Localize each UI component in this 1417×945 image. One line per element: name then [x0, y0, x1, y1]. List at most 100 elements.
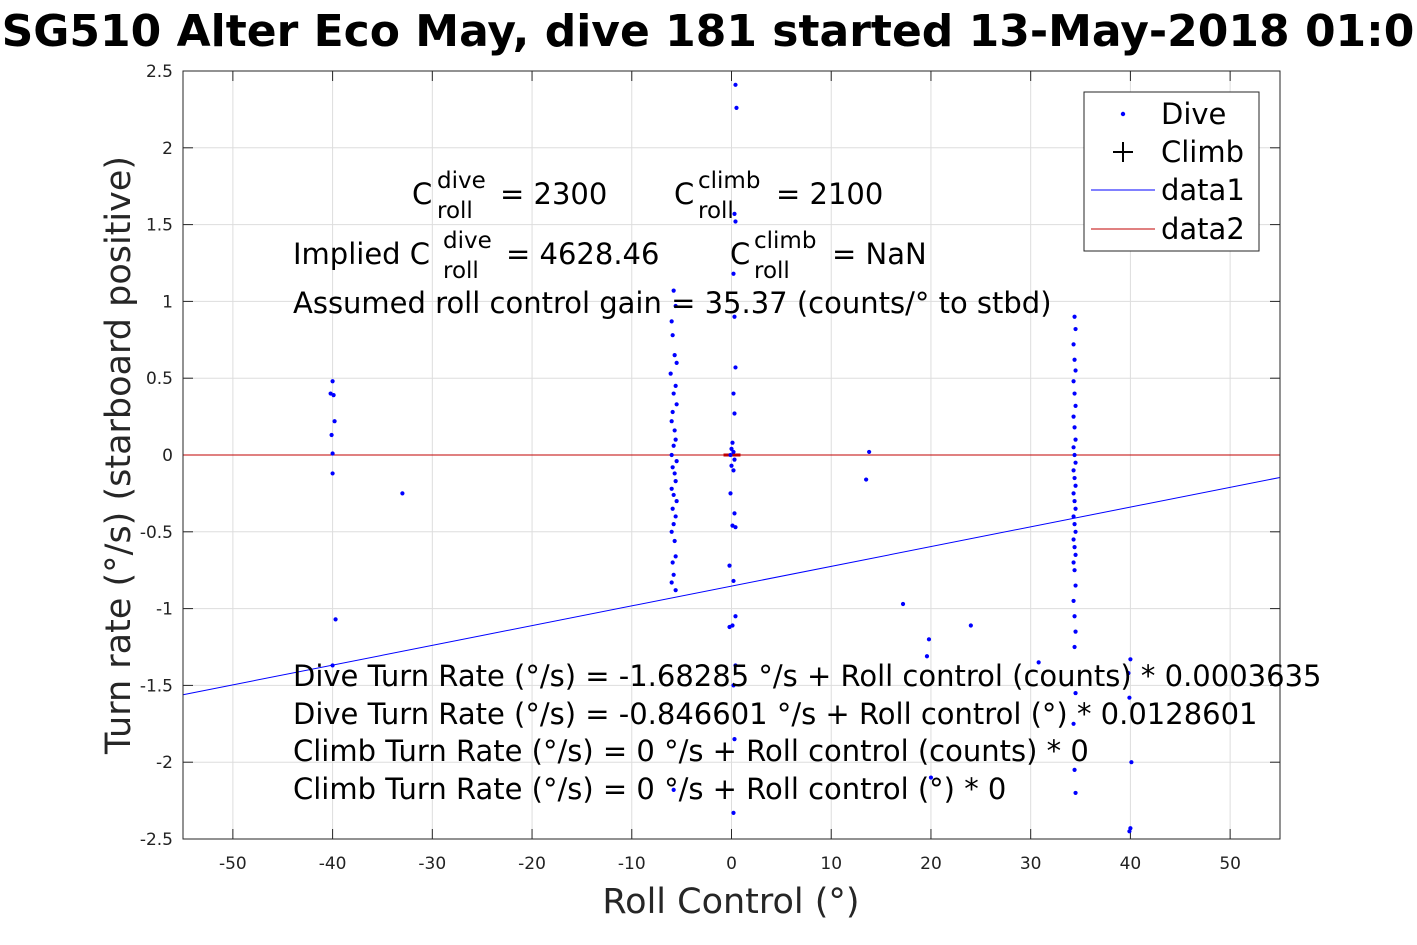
- c-roll-dive-base: C: [412, 177, 432, 211]
- data-point: [732, 411, 737, 416]
- data-point: [731, 271, 736, 276]
- data-point: [1072, 314, 1077, 319]
- legend-climb-label: Climb: [1161, 135, 1244, 169]
- data-point: [926, 637, 932, 642]
- data-point: [731, 683, 736, 688]
- data-point: [673, 303, 678, 309]
- implied-dive-sup: dive: [443, 228, 492, 254]
- c-roll-climb-value: = 2100: [776, 177, 883, 211]
- data-point: [900, 601, 906, 607]
- legend-dive-label: Dive: [1161, 97, 1226, 131]
- data-point: [330, 379, 335, 384]
- x-tick-label: 20: [920, 854, 942, 874]
- data-point: [731, 578, 736, 584]
- implied-dive-value: = 4628.46: [506, 237, 659, 271]
- implied-climb-annotation: C climb roll = NaN: [730, 228, 927, 284]
- x-tick-label: -20: [518, 854, 546, 874]
- data-point: [669, 452, 674, 458]
- data-point: [728, 491, 733, 496]
- data-point: [731, 449, 736, 455]
- data-point: [732, 457, 737, 462]
- data-point: [1071, 560, 1076, 565]
- data-point: [333, 617, 338, 622]
- data-point: [1071, 468, 1076, 473]
- data-point: [673, 588, 678, 593]
- data-point: [672, 471, 677, 476]
- data-point: [1073, 552, 1078, 557]
- implied-climb-sup: climb: [754, 228, 816, 254]
- climb-fit-counts: Climb Turn Rate (°/s) = 0 °/s + Roll con…: [293, 734, 1089, 768]
- y-tick-label: -1: [156, 600, 173, 620]
- data-point: [1072, 425, 1077, 430]
- data-point: [671, 522, 676, 527]
- data-point: [1072, 475, 1077, 481]
- data-point: [733, 525, 738, 530]
- data-point: [673, 514, 678, 519]
- data-point: [671, 492, 676, 498]
- dive-points: [328, 82, 1134, 834]
- x-tick-label: -10: [618, 854, 646, 874]
- legend-box: [1083, 91, 1260, 252]
- data-point: [928, 775, 934, 780]
- data-point: [673, 383, 678, 388]
- y-tick-label: -2.5: [140, 830, 173, 850]
- data-point: [330, 663, 335, 668]
- data-point: [330, 471, 335, 476]
- chart-title: SG510 Alter Eco May, dive 181 started 13…: [2, 6, 1415, 57]
- data-point: [1073, 529, 1078, 534]
- data-point: [669, 486, 674, 491]
- data-point: [670, 465, 675, 470]
- data-point: [729, 463, 734, 468]
- data-point: [864, 477, 869, 482]
- data-point: [732, 511, 737, 516]
- data-point: [867, 449, 872, 455]
- data-point: [1071, 537, 1076, 542]
- x-axis-label: Roll Control (°): [602, 882, 859, 922]
- data-point: [1071, 598, 1076, 604]
- legend: Dive Climb data1 data2: [1083, 91, 1260, 252]
- data-point: [1073, 790, 1078, 796]
- y-tick-label: 2: [162, 139, 173, 159]
- y-tick-label: -1.5: [140, 676, 173, 696]
- data-point: [1126, 671, 1131, 676]
- data-point: [728, 452, 733, 458]
- data-point: [671, 288, 676, 293]
- data-point: [733, 663, 738, 668]
- data-point: [732, 737, 737, 742]
- data-point: [1072, 452, 1077, 458]
- data-point: [669, 529, 674, 534]
- data-point: [1071, 491, 1076, 496]
- c-roll-dive-value: = 2300: [500, 177, 607, 211]
- data-point: [1073, 629, 1078, 634]
- data-point: [1072, 767, 1077, 772]
- data-point: [1073, 326, 1078, 332]
- data-point: [329, 432, 334, 438]
- x-tick-label: 10: [820, 854, 842, 874]
- implied-climb-base: C: [730, 237, 750, 271]
- data-point: [1071, 514, 1076, 519]
- data-point: [1071, 721, 1076, 726]
- data-point: [1129, 760, 1134, 765]
- data-point: [671, 391, 676, 396]
- data-point: [731, 810, 736, 815]
- c-roll-dive-annotation: C dive roll = 2300: [412, 168, 607, 224]
- data-point: [669, 319, 674, 324]
- y-tick-label: -2: [156, 753, 173, 773]
- data-point: [733, 614, 738, 619]
- x-tick-label: 30: [1020, 854, 1042, 874]
- legend-climb-marker: [1113, 142, 1133, 162]
- roll-gain-annotation: Assumed roll control gain = 35.37 (count…: [293, 286, 1052, 320]
- c-roll-climb-annotation: C climb roll = 2100: [674, 168, 883, 224]
- data-point: [1072, 568, 1077, 573]
- data-point: [734, 105, 739, 110]
- plot-frame: [182, 70, 1281, 840]
- c-roll-climb-base: C: [674, 177, 694, 211]
- c-roll-dive-sub: roll: [437, 198, 473, 224]
- data-point: [733, 219, 738, 224]
- data-point: [1071, 342, 1076, 347]
- data-point: [1073, 690, 1078, 696]
- data-point: [729, 446, 734, 451]
- x-tick-label: -30: [418, 854, 446, 874]
- data-point: [1127, 829, 1132, 834]
